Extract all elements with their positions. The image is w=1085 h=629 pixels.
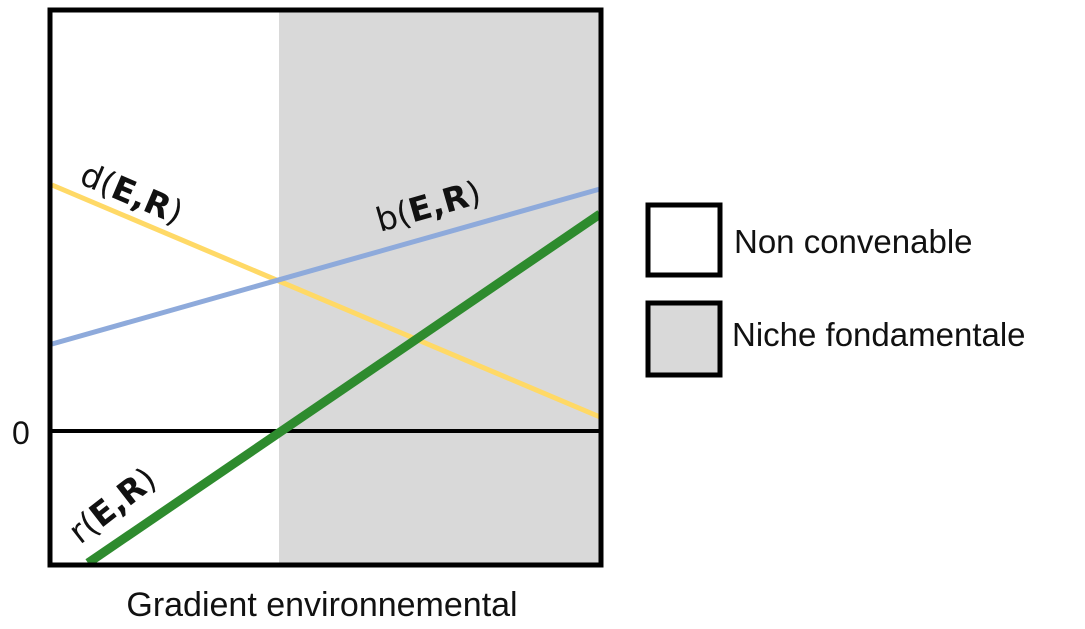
x-axis-label: Gradient environnemental xyxy=(126,586,517,624)
legend-label-non-convenable: Non convenable xyxy=(734,223,973,260)
plot-frame xyxy=(47,7,604,568)
zero-label: 0 xyxy=(12,415,30,451)
curve-b xyxy=(51,186,601,347)
region-niche-fondamentale xyxy=(279,10,601,565)
legend-swatch-niche-fondamentale xyxy=(645,300,723,378)
curve-r xyxy=(85,210,603,567)
legend-label-niche-fondamentale: Niche fondamentale xyxy=(732,316,1026,353)
region-non-convenable xyxy=(50,10,279,565)
curve-d xyxy=(51,182,601,420)
legend: Non convenable Niche fondamentale xyxy=(645,202,1026,378)
legend-swatch-non-convenable xyxy=(645,202,723,278)
